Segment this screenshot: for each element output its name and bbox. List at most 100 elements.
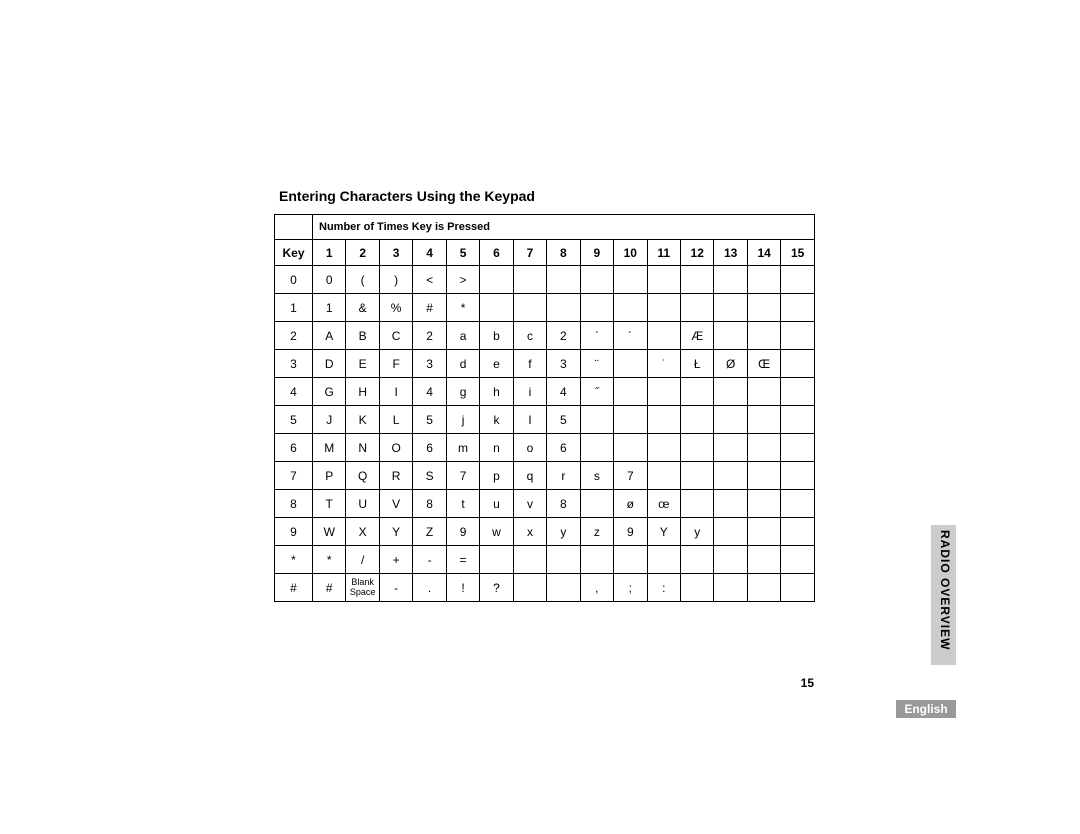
cell [680,378,713,406]
cell: ˝ [580,378,613,406]
cell: 3 [413,350,446,378]
cell: i [513,378,546,406]
cell [647,546,680,574]
cell [480,294,513,322]
cell: n [480,434,513,462]
cell: A [313,322,346,350]
cell: o [513,434,546,462]
col-header: 10 [614,240,647,266]
cell: R [379,462,412,490]
cell [747,574,780,602]
cell: * [446,294,479,322]
col-header: 12 [680,240,713,266]
col-header: 15 [781,240,815,266]
cell: e [480,350,513,378]
cell: ` [580,322,613,350]
cell: r [547,462,580,490]
cell [547,294,580,322]
col-header: 14 [747,240,780,266]
cell: ; [614,574,647,602]
cell: J [313,406,346,434]
cell: 2 [413,322,446,350]
cell: h [480,378,513,406]
cell: . [413,574,446,602]
cell: k [480,406,513,434]
cell: 1 [313,294,346,322]
cell: X [346,518,379,546]
cell [647,434,680,462]
cell [781,518,815,546]
cell: S [413,462,446,490]
cell [714,434,747,462]
page-title: Entering Characters Using the Keypad [0,188,814,204]
cell [647,406,680,434]
cell [580,406,613,434]
cell [781,574,815,602]
cell [680,490,713,518]
cell [680,266,713,294]
cell [580,294,613,322]
cell [781,350,815,378]
cell: N [346,434,379,462]
cell [781,378,815,406]
cell [714,266,747,294]
cell [781,406,815,434]
cell: d [446,350,479,378]
cell: Ł [680,350,713,378]
cell [714,294,747,322]
cell: a [446,322,479,350]
cell: ) [379,266,412,294]
cell: B [346,322,379,350]
col-header: 1 [313,240,346,266]
cell: b [480,322,513,350]
cell [680,294,713,322]
cell: ? [480,574,513,602]
cell [580,546,613,574]
cell [714,322,747,350]
cell: I [379,378,412,406]
cell [714,546,747,574]
cell [580,490,613,518]
page-number: 15 [0,676,814,690]
subheader: Number of Times Key is Pressed [313,215,815,240]
cell: O [379,434,412,462]
row-key: 8 [275,490,313,518]
col-header: 4 [413,240,446,266]
cell: t [446,490,479,518]
cell: Æ [680,322,713,350]
cell [714,574,747,602]
cell [580,434,613,462]
cell: p [480,462,513,490]
cell [547,266,580,294]
cell: < [413,266,446,294]
cell: W [313,518,346,546]
cell [781,294,815,322]
cell: x [513,518,546,546]
cell [747,322,780,350]
cell [714,490,747,518]
cell [747,406,780,434]
cell: v [513,490,546,518]
cell: ´ [614,322,647,350]
cell [781,322,815,350]
cell: y [680,518,713,546]
cell: Œ [747,350,780,378]
cell: 5 [547,406,580,434]
cell [714,378,747,406]
cell: 7 [614,462,647,490]
row-key: 9 [275,518,313,546]
table-corner [275,215,313,240]
cell [647,462,680,490]
cell: C [379,322,412,350]
row-key: 6 [275,434,313,462]
cell [781,546,815,574]
cell: & [346,294,379,322]
cell [547,546,580,574]
cell [747,434,780,462]
cell [614,406,647,434]
col-header: 2 [346,240,379,266]
cell: 4 [547,378,580,406]
cell [614,294,647,322]
cell: P [313,462,346,490]
cell: D [313,350,346,378]
